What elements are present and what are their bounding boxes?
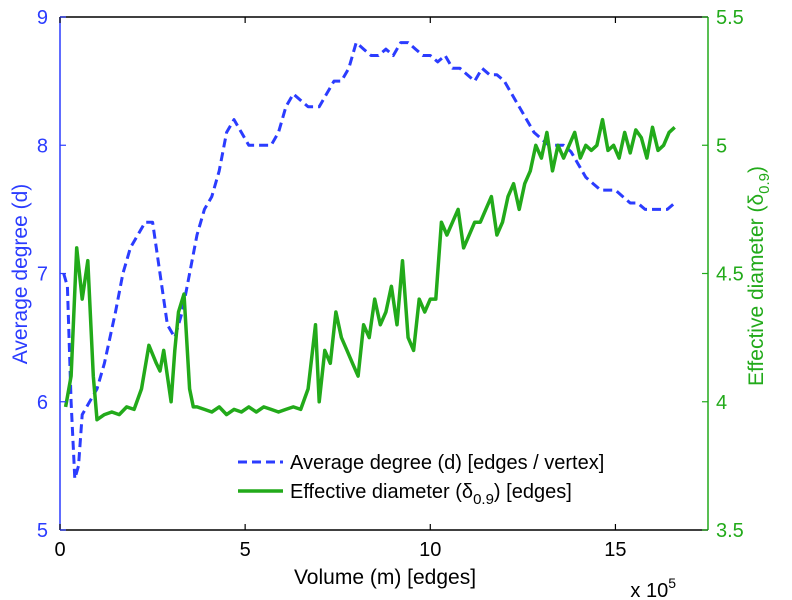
x-tick-label: 5: [240, 539, 251, 561]
x-multiplier-label: x 105: [630, 575, 676, 600]
legend-label-effective-diameter-end: ) [edges]: [494, 481, 572, 503]
plot-lines: [62, 41, 676, 481]
y-tick-label-right: 5: [716, 135, 727, 157]
y-tick-label-right: 3.5: [716, 520, 744, 542]
y-axis-right-label-main: Effective diameter (δ: [745, 194, 768, 386]
y-tick-label-right: 5.5: [716, 7, 744, 29]
y-axis-left-label: Average degree (d): [9, 184, 32, 365]
y-tick-label-left: 6: [37, 392, 48, 414]
y-tick-label-left: 8: [37, 135, 48, 157]
y-axis-right-label-sub: 0.9: [756, 173, 773, 194]
x-axis-label: Volume (m) [edges]: [294, 566, 476, 589]
y-tick-label-left: 5: [37, 520, 48, 542]
legend-label-effective-diameter-sub: 0.9: [473, 491, 494, 508]
x-tick-label: 10: [419, 539, 441, 561]
x-multiplier-base: x 10: [630, 580, 668, 600]
x-multiplier-exponent: 5: [668, 575, 676, 591]
series-effective-diameter-line: [63, 117, 676, 422]
y-tick-label-right: 4: [716, 392, 727, 414]
y-tick-label-left: 9: [37, 7, 48, 29]
legend: Average degree (d) [edges / vertex] Effe…: [238, 452, 604, 508]
y-axis-right-label-end: ): [745, 166, 768, 173]
y-tick-label-left: 7: [37, 264, 48, 286]
legend-label-effective-diameter-main: Effective diameter (δ: [290, 481, 473, 503]
legend-label-average-degree: Average degree (d) [edges / vertex]: [290, 452, 604, 474]
legend-label-effective-diameter: Effective diameter (δ0.9) [edges]: [290, 481, 572, 508]
x-tick-label: 0: [54, 539, 65, 561]
y-axis-right-label: Effective diameter (δ0.9): [745, 166, 773, 386]
y-tick-label-right: 4.5: [716, 264, 744, 286]
series-average-degree-line: [62, 41, 676, 481]
axes: [59, 16, 709, 531]
x-tick-label: 15: [604, 539, 626, 561]
